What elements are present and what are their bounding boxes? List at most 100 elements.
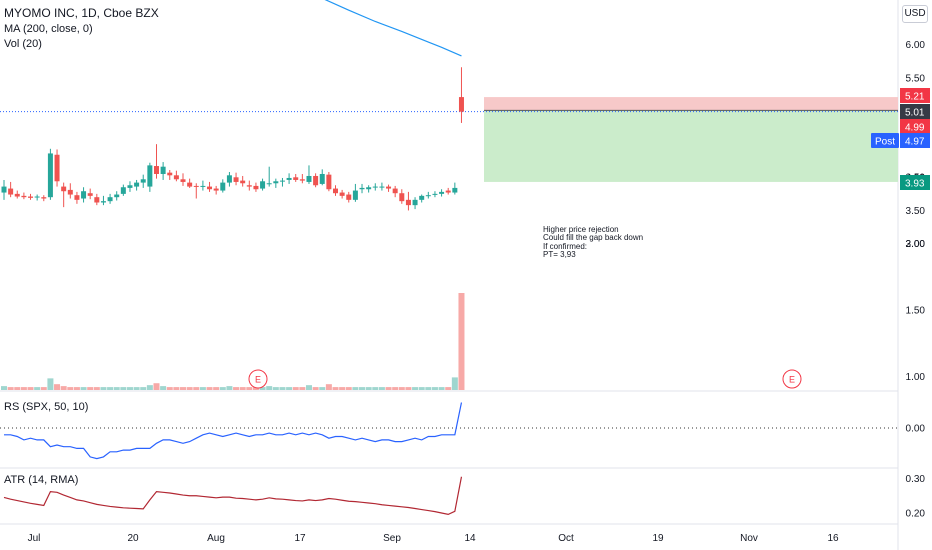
atr-line	[3, 476, 463, 516]
candle-body	[160, 166, 166, 174]
position-zones[interactable]	[0, 97, 898, 182]
time-tick-label: 14	[464, 533, 476, 544]
volume-bar	[451, 377, 458, 390]
price-tag-text: 4.97	[905, 137, 925, 148]
rs-line	[4, 402, 463, 460]
annotation-line: PT= 3,93	[543, 250, 576, 260]
volume-bar	[206, 387, 213, 390]
price-tag	[900, 175, 930, 190]
volume-bar	[299, 387, 306, 390]
rs-legend[interactable]: RS (SPX, 50, 10)	[4, 401, 89, 413]
candle-body	[333, 188, 338, 194]
symbol-legend[interactable]: MYOMO INC, 1D, Cboe BZX	[4, 6, 159, 20]
candle-body	[200, 185, 206, 187]
volume-bar	[405, 387, 412, 390]
rs-pane	[0, 402, 898, 460]
time-tick-label: 16	[827, 533, 839, 544]
volume-bar	[425, 387, 432, 390]
grid-lines	[0, 0, 899, 550]
candle-body	[286, 177, 292, 180]
volume-bar	[412, 387, 419, 390]
volume-bar	[80, 387, 87, 390]
price-tick-label: 2.00	[906, 239, 926, 250]
time-tick-label: Jul	[28, 533, 41, 544]
time-tick-label: Oct	[558, 533, 574, 544]
time-tick-label: 17	[294, 533, 306, 544]
volume-bar	[7, 387, 14, 390]
volume-bar	[47, 378, 54, 390]
candle-body	[439, 191, 445, 194]
candle-body	[81, 191, 87, 199]
candle-body	[114, 194, 120, 198]
time-tick-label: 20	[127, 533, 139, 544]
candle-body	[366, 187, 372, 190]
volume-bar	[345, 387, 352, 390]
volume-bar	[113, 387, 120, 390]
candle-body	[326, 174, 332, 190]
volume-bar	[67, 387, 74, 390]
volume-bar	[73, 387, 80, 390]
volume-bar	[226, 386, 233, 390]
volume-bar	[126, 387, 133, 390]
price-tag-text: 4.99	[905, 123, 925, 134]
earnings-icon	[782, 369, 802, 389]
volume-bar	[93, 387, 100, 390]
volume-bar	[266, 386, 273, 390]
volume-bar	[54, 384, 61, 390]
volume-bar	[153, 383, 160, 390]
candle-body	[445, 190, 451, 193]
candle-body	[226, 175, 232, 183]
candle-body	[359, 187, 365, 190]
candle-body	[140, 179, 146, 183]
candle-body	[412, 199, 418, 206]
price-tick-label: 3.50	[906, 206, 926, 217]
candle-body	[1, 186, 7, 193]
candle-body	[120, 187, 126, 194]
candle-body	[246, 185, 252, 187]
candle-body	[379, 186, 385, 188]
volume-bar	[319, 387, 326, 390]
volume-bar	[378, 387, 385, 390]
volume-bar	[418, 387, 425, 390]
candle-body	[134, 182, 140, 187]
rs-tick-label: 0.00	[906, 424, 926, 435]
volume-bar	[385, 387, 392, 390]
volume-bar	[160, 386, 167, 390]
candle-body	[346, 194, 352, 200]
candle-body	[299, 179, 305, 181]
price-tag	[900, 88, 930, 103]
text-annotation[interactable]: Higher price rejection Could fill the ga…	[543, 225, 643, 260]
volume-legend[interactable]: Vol (20)	[4, 38, 42, 50]
candle-body	[54, 154, 60, 182]
ma-legend[interactable]: MA (200, close, 0)	[4, 23, 93, 35]
candle-body	[14, 193, 20, 197]
candle-body	[61, 186, 67, 192]
candle-body	[372, 186, 378, 188]
post-badge	[871, 133, 899, 148]
candle-body	[432, 193, 438, 195]
volume-bar	[173, 387, 180, 390]
candle-body	[419, 195, 425, 200]
price-tag	[900, 119, 930, 134]
volume-bar	[359, 387, 366, 390]
volume-bar	[87, 387, 94, 390]
volume-bar	[398, 387, 405, 390]
candle-body	[392, 188, 398, 194]
candle-body	[452, 187, 458, 193]
earnings-icon-label: E	[255, 375, 261, 385]
candle-body	[233, 177, 239, 182]
candle-body	[41, 197, 47, 199]
earnings-icon	[248, 369, 268, 389]
currency-button[interactable]: USD	[902, 5, 928, 23]
candle-body	[147, 165, 153, 187]
candle-body	[173, 175, 179, 180]
candle-body	[8, 188, 14, 195]
price-tick-label: 6.00	[906, 40, 926, 51]
volume-bar	[305, 385, 312, 390]
volume-bar	[219, 387, 226, 390]
candle-body	[74, 195, 80, 200]
volume-bar	[27, 387, 34, 390]
atr-legend[interactable]: ATR (14, RMA)	[4, 474, 79, 486]
